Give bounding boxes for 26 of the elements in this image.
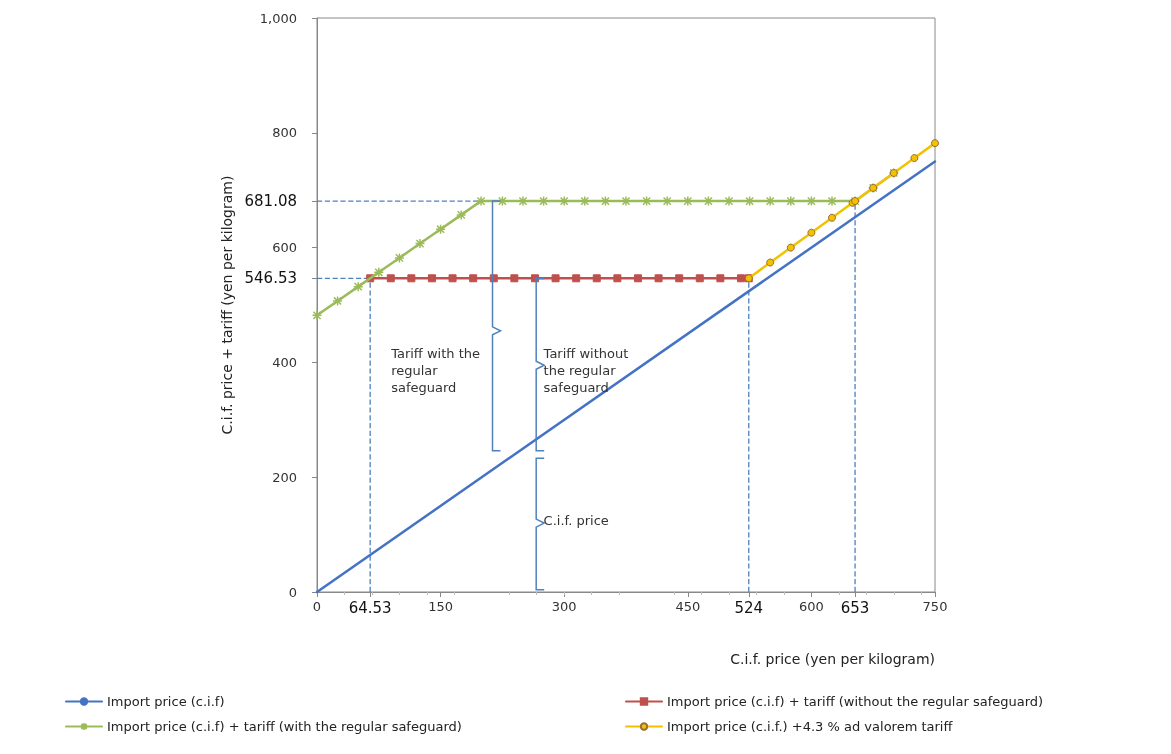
y-tick-label: 0 xyxy=(288,584,297,600)
x-tick-label: 524 xyxy=(734,598,764,617)
legend-label: Import price (c.i.f) + tariff (with the regular safeguard) xyxy=(107,719,462,734)
legend-label: Import price (c.i.f) + tariff (without the regular safeguard) xyxy=(667,694,1044,709)
y-tick-label: 400 xyxy=(272,354,297,370)
x-axis-title: C.i.f. price (yen per kilogram) xyxy=(730,651,935,667)
y-tick-label: 1,000 xyxy=(259,10,297,26)
legend-label: Import price (c.i.f.) +4.3 % ad valorem tariff xyxy=(667,719,954,734)
x-tick-label: 600 xyxy=(798,599,824,614)
annotation: Tariff without the regular safeguard xyxy=(543,345,630,397)
annotation: C.i.f. price xyxy=(543,511,610,529)
legend-label: Import price (c.i.f) xyxy=(107,694,225,709)
y-tick-label: 546.53 xyxy=(244,269,297,288)
x-tick-label: 450 xyxy=(675,599,701,614)
y-tick-label: 200 xyxy=(272,469,297,485)
x-tick-label: 653 xyxy=(840,598,870,617)
x-tick-label: 64.53 xyxy=(348,598,392,617)
x-tick-label: 300 xyxy=(551,599,577,614)
y-tick-label: 600 xyxy=(272,240,297,256)
annotation: Tariff with the regular safeguard xyxy=(391,345,481,397)
y-tick-label: 681.08 xyxy=(244,192,297,211)
y-tick-label: 800 xyxy=(272,125,297,141)
x-tick-label: 750 xyxy=(922,599,948,614)
x-tick-label: 150 xyxy=(428,599,454,614)
x-tick-label: 0 xyxy=(312,599,322,614)
y-axis-title: C.i.f. price + tariff (yen per kilogram) xyxy=(218,175,235,435)
